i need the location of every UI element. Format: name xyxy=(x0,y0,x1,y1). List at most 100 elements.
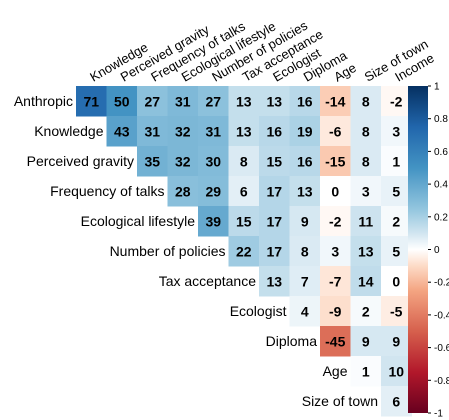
cell-value-label: 19 xyxy=(297,124,313,140)
heatmap-cell xyxy=(350,356,382,387)
heatmap-cell xyxy=(259,266,290,297)
heatmap-cell xyxy=(289,146,321,177)
cell-value-label: 50 xyxy=(114,94,130,110)
heatmap-cell xyxy=(167,116,199,147)
cell-value-label: 17 xyxy=(266,184,282,200)
heatmap-cell xyxy=(137,146,168,177)
cell-value-label: -2 xyxy=(390,94,403,110)
heatmap-cell xyxy=(228,116,260,147)
cell-value-label: 6 xyxy=(240,184,248,200)
row-label: Diploma xyxy=(266,333,318,349)
row-labels: Anthropic Knowledge Perceived gravity Frequ… xyxy=(14,93,378,409)
cell-value-label: 71 xyxy=(83,94,99,110)
row-label: Number of policies xyxy=(110,243,226,259)
row-label: Ecological lifestyle xyxy=(81,213,196,229)
cell-value-label: -7 xyxy=(329,274,342,290)
heatmap-cell xyxy=(259,236,290,267)
cell-value-label: 11 xyxy=(358,214,373,230)
heatmap-cell xyxy=(381,206,412,237)
heatmap-cell xyxy=(320,206,351,237)
heatmap-cell xyxy=(198,86,229,117)
cell-value-label: 2 xyxy=(362,304,370,320)
row-label: Age xyxy=(323,363,348,379)
cell-value-label: 22 xyxy=(236,244,252,260)
heatmap-cell xyxy=(228,206,260,237)
cell-value-label: 8 xyxy=(240,154,248,170)
heatmap-cell xyxy=(350,206,382,237)
heatmap-cell xyxy=(137,86,168,117)
colorbar-tick-label: 0.8 xyxy=(434,114,448,125)
colorbar: 1 0.8 0.6 0.4 0.2 0 -0.2 -0.4 -0.6 -0.8 -1 xyxy=(408,82,449,420)
cell-value-label: 16 xyxy=(297,94,313,110)
heatmap-cell xyxy=(289,296,321,327)
heatmap-cell xyxy=(289,176,321,207)
colorbar-gradient xyxy=(408,86,428,413)
colorbar-tick-label: -1 xyxy=(434,409,443,420)
colorbar-tick-label: 0.6 xyxy=(434,147,448,158)
heatmap-cell xyxy=(381,86,412,117)
heatmap-cell xyxy=(381,386,412,417)
cell-value-label: 29 xyxy=(205,184,221,200)
heatmap-cell xyxy=(198,116,229,147)
heatmap-cell xyxy=(381,176,412,207)
heatmap-cell xyxy=(228,176,260,207)
cell-value-label: 28 xyxy=(175,184,191,200)
cell-value-label: 16 xyxy=(297,154,313,170)
cell-value-label: -14 xyxy=(325,94,345,110)
row-label: Frequency of talks xyxy=(50,183,164,199)
cell-value-label: 8 xyxy=(301,244,309,260)
heatmap-cell xyxy=(320,176,351,207)
cell-value-label: 3 xyxy=(331,244,339,260)
heatmap-cell xyxy=(350,236,382,267)
heatmap-cell xyxy=(167,176,199,207)
heatmap-cell xyxy=(106,86,138,117)
cell-value-label: 15 xyxy=(266,154,282,170)
cell-value-label: 13 xyxy=(266,274,282,290)
cell-value-label: 8 xyxy=(362,154,370,170)
heatmap-cell xyxy=(381,116,412,147)
cell-value-label: 3 xyxy=(392,124,400,140)
heatmap-cell xyxy=(350,146,382,177)
cell-value-label: 13 xyxy=(236,94,252,110)
cell-value-label: 0 xyxy=(392,274,400,290)
heatmap-cell xyxy=(289,236,321,267)
heatmap-cell xyxy=(198,146,229,177)
heatmap-cell xyxy=(259,116,290,147)
row-label: Perceived gravity xyxy=(27,153,134,169)
cell-value-label: 13 xyxy=(266,94,282,110)
heatmap-cell xyxy=(289,116,321,147)
heatmap-cell xyxy=(76,86,107,117)
cell-value-label: 15 xyxy=(236,214,252,230)
cell-value-label: -2 xyxy=(329,214,342,230)
cell-value-label: 27 xyxy=(144,94,160,110)
row-label: Size of town xyxy=(302,393,378,409)
cell-value-label: 1 xyxy=(362,364,370,380)
cell-value-label: -5 xyxy=(390,304,403,320)
colorbar-tick-label: 0 xyxy=(434,245,440,256)
cell-value-label: 31 xyxy=(175,94,191,110)
cell-value-label: 8 xyxy=(362,94,370,110)
cell-value-label: -9 xyxy=(329,304,342,320)
heatmap-cells xyxy=(76,86,412,417)
cell-value-label: 35 xyxy=(144,154,160,170)
cell-value-label: 14 xyxy=(358,274,374,290)
heatmap-cell xyxy=(259,86,290,117)
colorbar-tick-label: -0.8 xyxy=(434,376,449,387)
cell-value-label: 31 xyxy=(205,124,221,140)
cell-value-label: 39 xyxy=(205,214,221,230)
cell-value-label: 3 xyxy=(362,184,370,200)
cell-value-label: 5 xyxy=(392,244,400,260)
cell-value-label: 2 xyxy=(392,214,400,230)
heatmap-cell xyxy=(381,266,412,297)
cell-value-label: 13 xyxy=(358,244,374,260)
heatmap-cell xyxy=(381,356,412,387)
heatmap-cell xyxy=(228,236,260,267)
row-label: Knowledge xyxy=(34,123,103,139)
cell-value-label: -45 xyxy=(325,334,345,350)
cell-value-label: 13 xyxy=(297,184,313,200)
cell-value-label: 30 xyxy=(205,154,221,170)
heatmap-cell xyxy=(350,266,382,297)
heatmap-cell xyxy=(289,86,321,117)
